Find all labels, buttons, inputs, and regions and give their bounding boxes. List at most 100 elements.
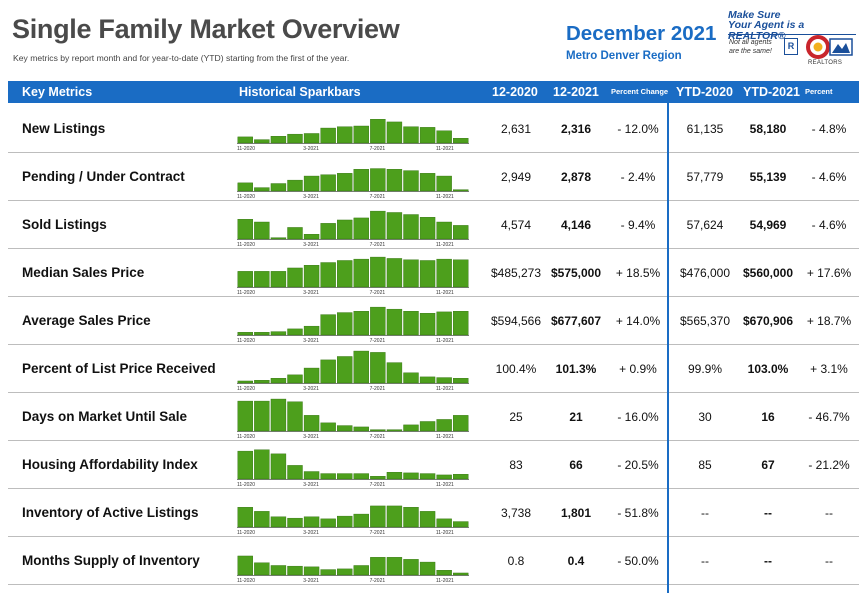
sparkbar-bar [353,169,369,192]
sparkbar-bar [320,422,336,432]
sparkbar-bar [270,516,287,528]
value-ytd-2021: 58,180 [749,122,787,136]
sparkbar-bar [419,511,436,528]
header-key-metrics: Key Metrics [22,85,93,99]
sparkbar-bar [370,168,386,192]
percent-change-month: + 0.9% [619,362,657,376]
value-ytd-2021: $560,000 [742,266,794,280]
sparkbar-bar [419,173,436,192]
percent-change-ytd: + 18.7% [806,314,852,328]
sparkbar-bar [419,473,436,480]
sparkbar-bar [270,378,287,384]
sparkbar-bar [254,187,270,192]
sparkbar-bar [386,308,403,336]
sparkbar-bar [403,424,419,432]
ytd-divider [667,103,669,593]
value-ytd-2020: $476,000 [679,266,731,280]
sparkbar-chart: 11-2020 3-2021 7-2021 11-2021 [237,555,469,584]
realtor-r-icon: R [784,38,798,55]
metric-name: Months Supply of Inventory [22,553,200,568]
row-divider [8,536,859,537]
sparkbar-axis-label: 11-2021 [436,242,454,248]
row-divider [8,440,859,441]
sparkbar-axis-label: 7-2021 [370,242,386,248]
sparkbar-axis-label: 11-2020 [237,482,255,488]
sparkbar-bar [353,350,369,384]
logo-line-1: Make Sure [728,9,781,21]
sparkbar-bar [303,325,320,336]
sparkbar-axis-label: 3-2021 [303,578,319,584]
sparkbar-axis-label: 11-2021 [436,530,454,536]
sparkbar-bar [237,136,253,144]
value-12-2021: 4,146 [560,218,592,232]
sparkbar-axis-label: 11-2020 [237,290,255,296]
metric-name: Inventory of Active Listings [22,505,199,520]
sparkbar-axis-label: 11-2021 [436,290,454,296]
sparkbar-bar [337,356,353,384]
percent-change-ytd: - 4.6% [811,218,847,232]
value-12-2020: 2,949 [500,170,532,184]
sparkbar-bar [303,516,320,528]
sparkbar-bar [254,380,270,384]
sparkbar-bar [254,562,270,576]
sparkbar-bar [353,310,369,336]
sparkbar-bar [303,415,320,432]
value-ytd-2020: $565,370 [679,314,731,328]
table-row: Months Supply of Inventory 0.8 0.4 - 50.0% -… [8,537,859,585]
sparkbar-bar [337,568,353,576]
percent-change-ytd: - 46.7% [808,410,850,424]
percent-change-ytd: - 4.8% [811,122,847,136]
table-row: Inventory of Active Listings 3,738 1,801 - … [8,489,859,537]
sparkbar-bar [237,332,253,336]
header-percent-change-month: Percent Change [611,87,669,96]
sparkbar-bar [237,450,253,480]
sparkbar-axis-label: 11-2021 [436,146,454,152]
sparkbar-bar [453,310,469,336]
sparkbar-bar [370,352,386,384]
logo-note-2: are the same! [729,48,772,55]
row-divider [8,488,859,489]
table-row: New Listings 2,631 2,316 - 12.0% 61,135 58,18… [8,105,859,153]
sparkbar-axis-label: 11-2020 [237,530,255,536]
sparkbar-bar [353,473,369,480]
table-row: Days on Market Until Sale 25 21 - 16.0% 30 16… [8,393,859,441]
sparkbar-bar [386,557,403,576]
sparkbar-bar [453,138,469,144]
sparkbar-axis-label: 7-2021 [370,482,386,488]
value-ytd-2021: 16 [761,410,775,424]
sparkbar-bar [419,217,436,240]
sparkbar-axis-label: 11-2021 [436,386,454,392]
sparkbar-bar [419,127,436,144]
table-row: Sold Listings 4,574 4,146 - 9.4% 57,624 54,96… [8,201,859,249]
sparkbar-axis-label: 11-2021 [436,578,454,584]
sparkbar-bar [270,136,287,144]
sparkbar-bar [237,219,253,240]
sparkbar-chart: 11-2020 3-2021 7-2021 11-2021 [237,168,469,200]
sparkbar-chart: 11-2020 3-2021 7-2021 11-2021 [237,350,469,392]
table-row: Percent of List Price Received 100.4% 101.… [8,345,859,393]
value-ytd-2020: 57,624 [686,218,724,232]
sparkbar-bar [436,258,452,288]
sparkbar-axis-label: 11-2021 [436,482,454,488]
colorado-realtors-icon [806,35,853,59]
sparkbar-axis-label: 3-2021 [303,290,319,296]
value-ytd-2021: 67 [761,458,775,472]
sparkbar-axis-label: 3-2021 [303,530,319,536]
sparkbar-chart: 11-2020 3-2021 7-2021 11-2021 [237,449,469,488]
sparkbar-axis-label: 7-2021 [370,530,386,536]
sparkbar-bar [287,328,303,336]
sparkbar-bar [320,127,336,144]
sparkbar-bar [303,471,320,480]
sparkbar-bar [320,569,336,576]
value-ytd-2021: 55,139 [749,170,787,184]
sparkbar-axis-label: 11-2020 [237,434,255,440]
sparkbar-bar [453,259,469,288]
sparkbar-chart: 11-2020 3-2021 7-2021 11-2021 [237,256,469,296]
percent-change-month: - 20.5% [617,458,659,472]
sparkbar-bar [337,219,353,240]
table-header: Key Metrics Historical Sparkbars 12-2020… [8,81,859,118]
sparkbar-bar [337,473,353,480]
sparkbar-bar [254,400,270,432]
sparkbar-bar [353,565,369,576]
sparkbar-bar [320,262,336,288]
